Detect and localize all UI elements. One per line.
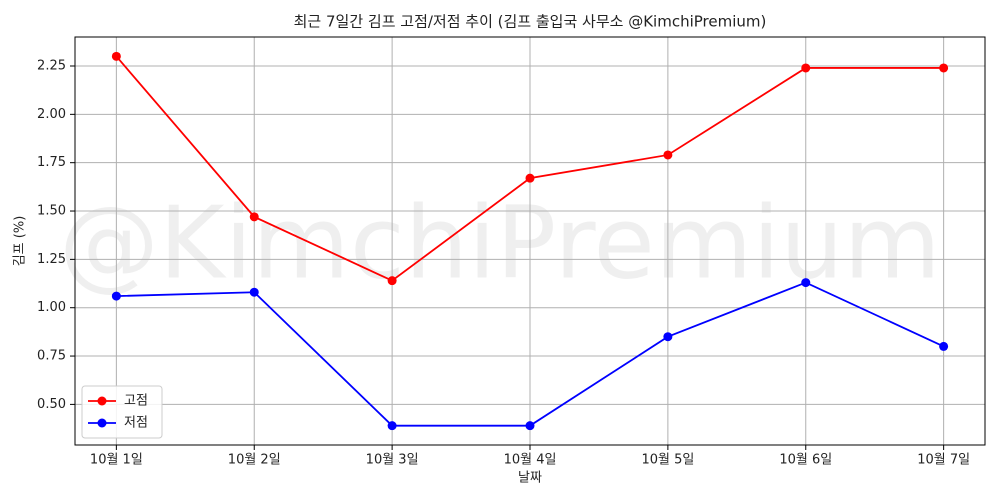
y-tick-label: 0.75 <box>37 349 66 364</box>
data-point <box>111 51 121 61</box>
y-tick-label: 1.50 <box>37 204 66 219</box>
legend-box <box>81 385 163 439</box>
data-point <box>525 173 535 183</box>
x-tick-label: 10월 3일 <box>366 453 419 468</box>
x-axis-label: 날짜 <box>518 471 542 486</box>
data-point <box>663 332 673 342</box>
chart-title: 최근 7일간 김프 고점/저점 추이 (김프 출입국 사무소 @KimchiPr… <box>294 13 767 31</box>
data-point <box>111 291 121 301</box>
y-tick-label: 2.25 <box>37 59 66 74</box>
legend-marker <box>97 418 107 428</box>
data-point <box>663 150 673 160</box>
data-point <box>525 421 535 431</box>
data-point <box>249 287 259 297</box>
legend-marker <box>97 396 107 406</box>
data-point <box>801 63 811 73</box>
y-tick-label: 0.50 <box>37 397 66 412</box>
y-axis-label: 김프 (%) <box>13 216 28 267</box>
watermark: @KimchiPremium <box>59 184 941 301</box>
x-tick-label: 10월 1일 <box>90 453 143 468</box>
data-point <box>249 212 259 222</box>
x-tick-label: 10월 7일 <box>917 453 970 468</box>
y-tick-label: 1.25 <box>37 252 66 267</box>
y-tick-label: 1.00 <box>37 300 66 315</box>
data-point <box>939 63 949 73</box>
x-tick-label: 10월 2일 <box>228 453 281 468</box>
data-point <box>387 421 397 431</box>
data-point <box>939 341 949 351</box>
data-point <box>387 276 397 286</box>
legend-label: 고점 <box>124 394 148 409</box>
x-tick-label: 10월 6일 <box>779 453 832 468</box>
y-tick-label: 2.00 <box>37 107 66 122</box>
y-tick-label: 1.75 <box>37 155 66 170</box>
plot-frame <box>74 36 986 446</box>
x-tick-label: 10월 5일 <box>641 453 694 468</box>
x-tick-label: 10월 4일 <box>504 453 557 468</box>
data-point <box>801 278 811 288</box>
legend-label: 저점 <box>124 416 148 431</box>
